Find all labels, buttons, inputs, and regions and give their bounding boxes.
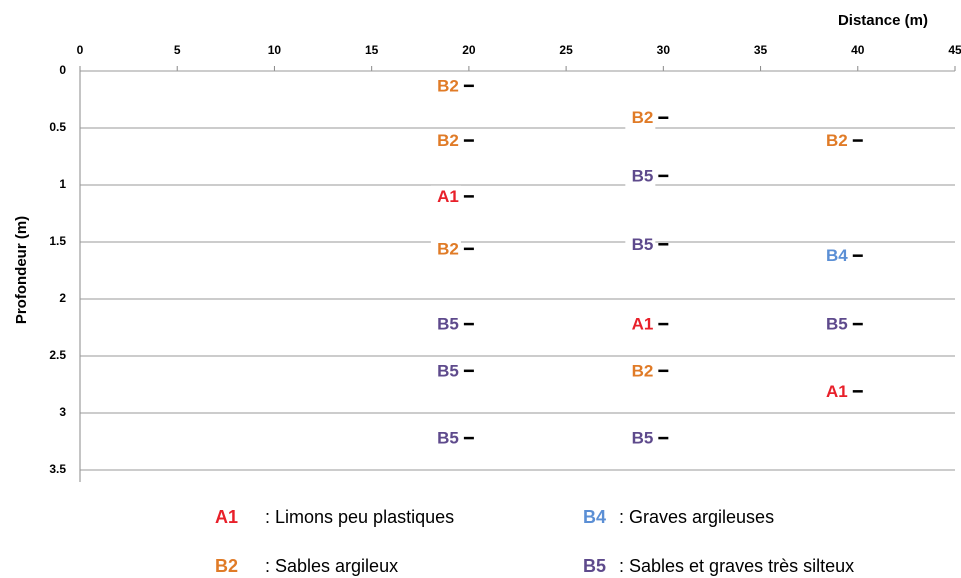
label-bg xyxy=(625,313,656,336)
legend-desc: : Graves argileuses xyxy=(619,507,774,527)
x-tick-label: 15 xyxy=(365,43,379,57)
y-tick-label: 1.5 xyxy=(49,234,66,248)
x-tick-label: 0 xyxy=(77,43,84,57)
y-tick-label: 2.5 xyxy=(49,348,66,362)
y-tick-label: 1 xyxy=(59,177,66,191)
y-tick-label: 3.5 xyxy=(49,462,66,476)
point-label: B5 xyxy=(632,235,654,254)
label-bg xyxy=(819,244,850,267)
y-tick-label: 2 xyxy=(59,291,66,305)
label-bg xyxy=(625,359,656,382)
x-tick-label: 10 xyxy=(268,43,282,57)
legend-desc: : Limons peu plastiques xyxy=(265,507,454,527)
legend-desc: : Sables et graves très silteux xyxy=(619,556,854,576)
label-bg xyxy=(819,129,850,152)
x-tick-label: 40 xyxy=(851,43,865,57)
point-label: B5 xyxy=(437,315,459,334)
point-label: B2 xyxy=(632,361,654,380)
x-tick-label: 35 xyxy=(754,43,768,57)
x-axis-title: Distance (m) xyxy=(838,12,928,29)
y-tick-label: 0 xyxy=(59,63,66,77)
point-label: B2 xyxy=(437,76,459,95)
point-label: B2 xyxy=(632,108,654,127)
label-bg xyxy=(625,427,656,450)
legend-desc: : Sables argileux xyxy=(265,556,398,576)
label-bg xyxy=(430,427,461,450)
point-label: A1 xyxy=(437,187,459,206)
label-bg xyxy=(819,313,850,336)
label-bg xyxy=(430,359,461,382)
label-bg xyxy=(430,313,461,336)
x-tick-label: 20 xyxy=(462,43,476,57)
label-bg xyxy=(430,129,461,152)
label-bg xyxy=(430,185,461,208)
x-tick-label: 30 xyxy=(657,43,671,57)
point-label: B5 xyxy=(437,429,459,448)
y-tick-label: 0.5 xyxy=(49,120,66,134)
legend-code: A1 xyxy=(215,507,238,527)
point-label: B5 xyxy=(632,166,654,185)
point-label: A1 xyxy=(826,382,848,401)
label-bg xyxy=(430,237,461,260)
point-label: B2 xyxy=(437,131,459,150)
label-bg xyxy=(625,164,656,187)
x-tick-label: 5 xyxy=(174,43,181,57)
point-label: A1 xyxy=(632,315,654,334)
label-bg xyxy=(819,380,850,403)
point-label: B2 xyxy=(437,239,459,258)
x-tick-label: 25 xyxy=(559,43,573,57)
label-bg xyxy=(625,233,656,256)
legend-code: B5 xyxy=(583,556,606,576)
point-label: B4 xyxy=(826,246,848,265)
legend-code: B4 xyxy=(583,507,606,527)
x-tick-label: 45 xyxy=(948,43,961,57)
label-bg xyxy=(625,106,656,129)
y-tick-label: 3 xyxy=(59,405,66,419)
y-axis-title: Profondeur (m) xyxy=(13,216,30,324)
label-bg xyxy=(430,74,461,97)
point-label: B5 xyxy=(826,315,848,334)
point-label: B2 xyxy=(826,131,848,150)
point-label: B5 xyxy=(632,429,654,448)
point-label: B5 xyxy=(437,361,459,380)
legend-code: B2 xyxy=(215,556,238,576)
